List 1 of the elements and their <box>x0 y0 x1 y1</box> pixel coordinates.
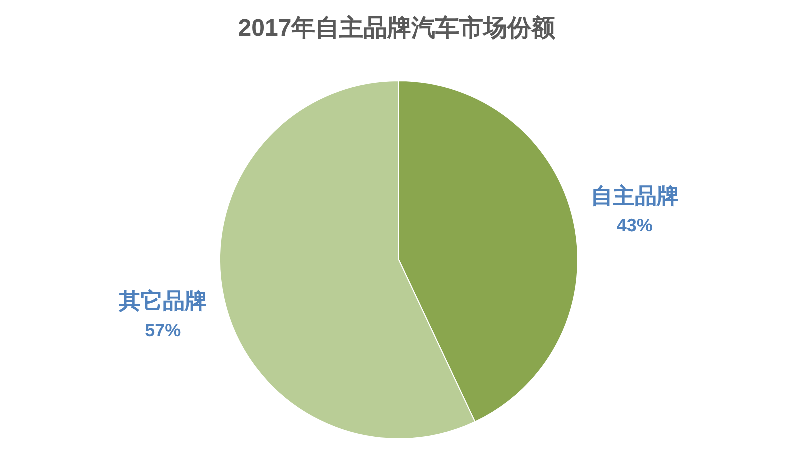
title: 2017年自主品牌汽车市场份额 <box>238 15 556 42</box>
